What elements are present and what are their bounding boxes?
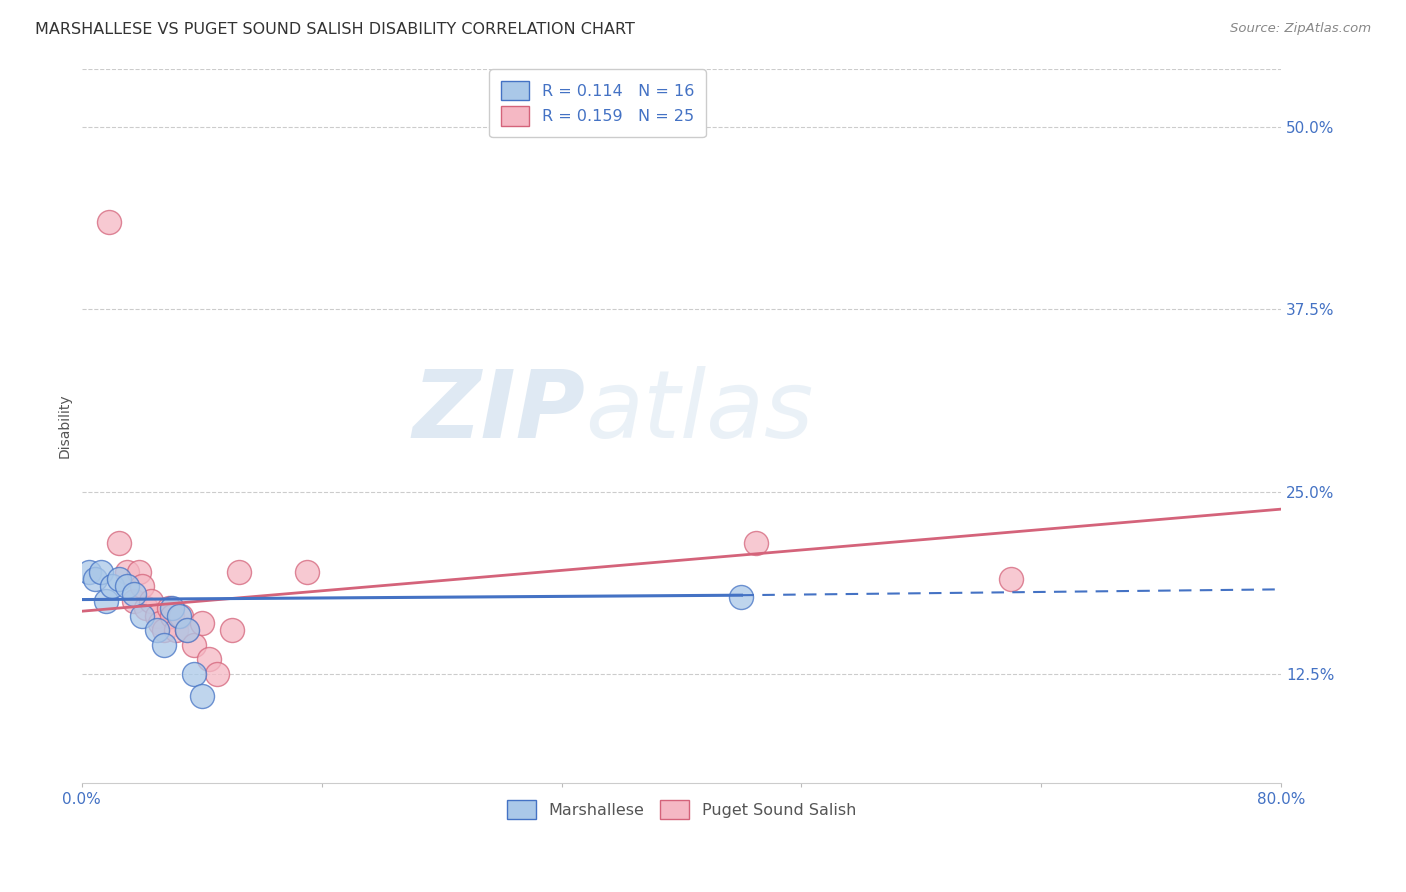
Point [183,667,205,681]
Point [135,601,157,615]
Point [221,624,243,638]
Point [84,572,107,586]
Point [139,594,162,608]
Point [176,624,198,638]
Point [145,624,167,638]
Point [115,565,138,579]
Text: Source: ZipAtlas.com: Source: ZipAtlas.com [1230,22,1371,36]
Point [100,579,122,593]
Point [108,572,131,586]
Point [169,608,191,623]
Text: ZIP: ZIP [412,366,585,458]
Point [145,608,167,623]
Text: MARSHALLESE VS PUGET SOUND SALISH DISABILITY CORRELATION CHART: MARSHALLESE VS PUGET SOUND SALISH DISABI… [35,22,636,37]
Point [190,689,212,703]
Point [122,594,145,608]
Point [295,565,318,579]
Y-axis label: Disability: Disability [58,393,72,458]
Point [160,601,183,615]
Point [167,608,190,623]
Point [228,565,250,579]
Point [165,624,187,638]
Point [190,615,212,630]
Point [160,608,183,623]
Point [745,535,768,549]
Point [157,601,180,615]
Point [176,624,198,638]
Point [131,579,153,593]
Point [183,638,205,652]
Point [730,590,752,604]
Point [97,215,120,229]
Legend: Marshallese, Puget Sound Salish: Marshallese, Puget Sound Salish [501,793,862,825]
Point [108,535,131,549]
Point [115,579,138,593]
Point [205,667,228,681]
Point [131,608,153,623]
Point [149,615,172,630]
Point [94,594,117,608]
Point [90,565,112,579]
Point [77,565,100,579]
Point [198,652,221,666]
Text: atlas: atlas [585,366,814,458]
Point [153,624,176,638]
Point [122,587,145,601]
Point [128,565,150,579]
Point [153,638,176,652]
Point [1000,572,1022,586]
